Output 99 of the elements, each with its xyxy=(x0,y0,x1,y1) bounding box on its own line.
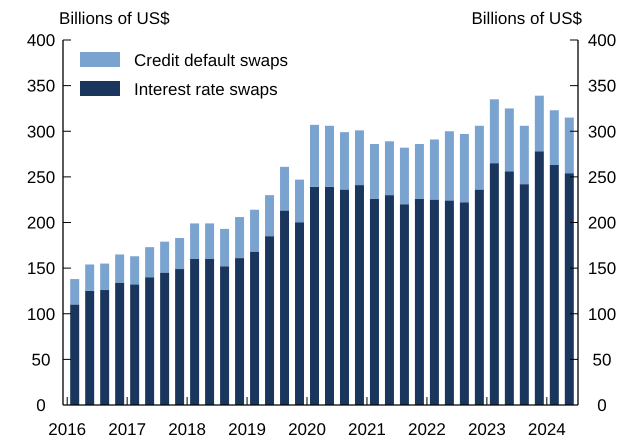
y2-tick-label: 100 xyxy=(588,304,616,324)
bar xyxy=(175,238,184,270)
bar xyxy=(85,264,94,291)
y2-tick-label: 400 xyxy=(588,31,616,50)
bar xyxy=(70,304,80,405)
y-tick-label: 100 xyxy=(26,304,56,324)
y-tick-label: 150 xyxy=(26,259,56,278)
y2-tick-label: 150 xyxy=(588,259,616,278)
bar xyxy=(205,223,214,259)
bar xyxy=(414,144,424,199)
legend-label: Credit default swaps xyxy=(134,51,288,70)
y-tick-label: 350 xyxy=(26,76,56,96)
bar xyxy=(310,124,320,187)
bar xyxy=(550,110,559,166)
bar xyxy=(190,259,200,405)
y-tick-label: 50 xyxy=(32,350,50,370)
bar xyxy=(220,266,230,405)
bar xyxy=(115,254,124,283)
bar xyxy=(444,200,454,405)
bar xyxy=(370,144,379,199)
x-tick-label: 2018 xyxy=(168,420,206,439)
bar xyxy=(100,290,110,405)
bar xyxy=(354,130,364,186)
bar xyxy=(220,228,230,266)
y-tick-label: 200 xyxy=(26,214,56,232)
x-tick-label: 2019 xyxy=(228,420,266,439)
bar xyxy=(190,223,200,259)
y2-tick-label: 300 xyxy=(588,122,616,142)
y-axis-title: Billions of US$ xyxy=(59,9,170,28)
bar xyxy=(145,277,154,405)
bar xyxy=(265,236,274,405)
bar xyxy=(520,126,529,184)
bar xyxy=(235,258,244,405)
bar xyxy=(474,126,484,190)
y2-tick-label: 250 xyxy=(588,168,616,187)
x-tick-label: 2024 xyxy=(528,420,566,439)
bar xyxy=(460,134,469,202)
x-tick-label: 2023 xyxy=(468,420,506,439)
bar xyxy=(100,264,110,290)
bar xyxy=(460,202,469,405)
bar xyxy=(490,163,499,405)
bar xyxy=(400,148,409,204)
bar xyxy=(400,204,409,405)
bar xyxy=(564,118,574,174)
bar xyxy=(504,171,514,405)
bar xyxy=(130,256,140,285)
y2-axis-title: Billions of US$ xyxy=(471,9,583,28)
bar xyxy=(130,284,140,405)
bar xyxy=(340,132,349,190)
bar xyxy=(370,198,379,405)
bar xyxy=(474,190,484,405)
legend-label: Interest rate swaps xyxy=(134,80,278,99)
bar xyxy=(504,108,514,172)
bar xyxy=(430,200,439,405)
bar xyxy=(250,252,260,405)
bar xyxy=(534,96,544,152)
bar xyxy=(384,141,394,196)
x-tick-label: 2016 xyxy=(48,420,86,439)
bar xyxy=(295,180,304,222)
y2-tick-label: 0 xyxy=(597,396,607,415)
bar xyxy=(324,186,334,405)
bar xyxy=(295,222,304,405)
y-tick-label: 250 xyxy=(26,168,56,187)
bar xyxy=(145,247,154,278)
y2-tick-label: 200 xyxy=(588,214,616,232)
x-tick-label: 2020 xyxy=(288,420,326,439)
y2-tick-label: 350 xyxy=(588,76,616,96)
x-tick-label: 2022 xyxy=(408,420,446,439)
y2-tick-label: 50 xyxy=(592,350,612,370)
bar xyxy=(340,190,349,405)
bar xyxy=(430,139,439,200)
bar xyxy=(384,195,394,405)
bar xyxy=(265,195,274,236)
bar xyxy=(534,151,544,405)
bar xyxy=(160,242,170,273)
bar xyxy=(520,184,529,405)
y-tick-label: 300 xyxy=(26,122,56,142)
bar xyxy=(115,282,124,405)
bar xyxy=(444,131,454,201)
y-tick-label: 400 xyxy=(26,31,56,50)
bar xyxy=(310,186,320,405)
bar xyxy=(160,272,170,405)
bar xyxy=(205,259,214,405)
bar xyxy=(550,165,559,405)
bar xyxy=(414,198,424,405)
bar xyxy=(490,99,499,164)
bar xyxy=(280,210,290,405)
x-tick-label: 2021 xyxy=(348,420,386,439)
bar xyxy=(70,279,80,305)
bar xyxy=(564,173,574,405)
bar xyxy=(280,166,290,211)
bar xyxy=(235,217,244,258)
bar xyxy=(324,126,334,187)
bar xyxy=(175,269,184,405)
bar xyxy=(85,290,94,405)
y-tick-label: 0 xyxy=(36,396,46,415)
bar xyxy=(354,185,364,405)
bar xyxy=(250,210,260,252)
x-tick-label: 2017 xyxy=(108,420,146,439)
